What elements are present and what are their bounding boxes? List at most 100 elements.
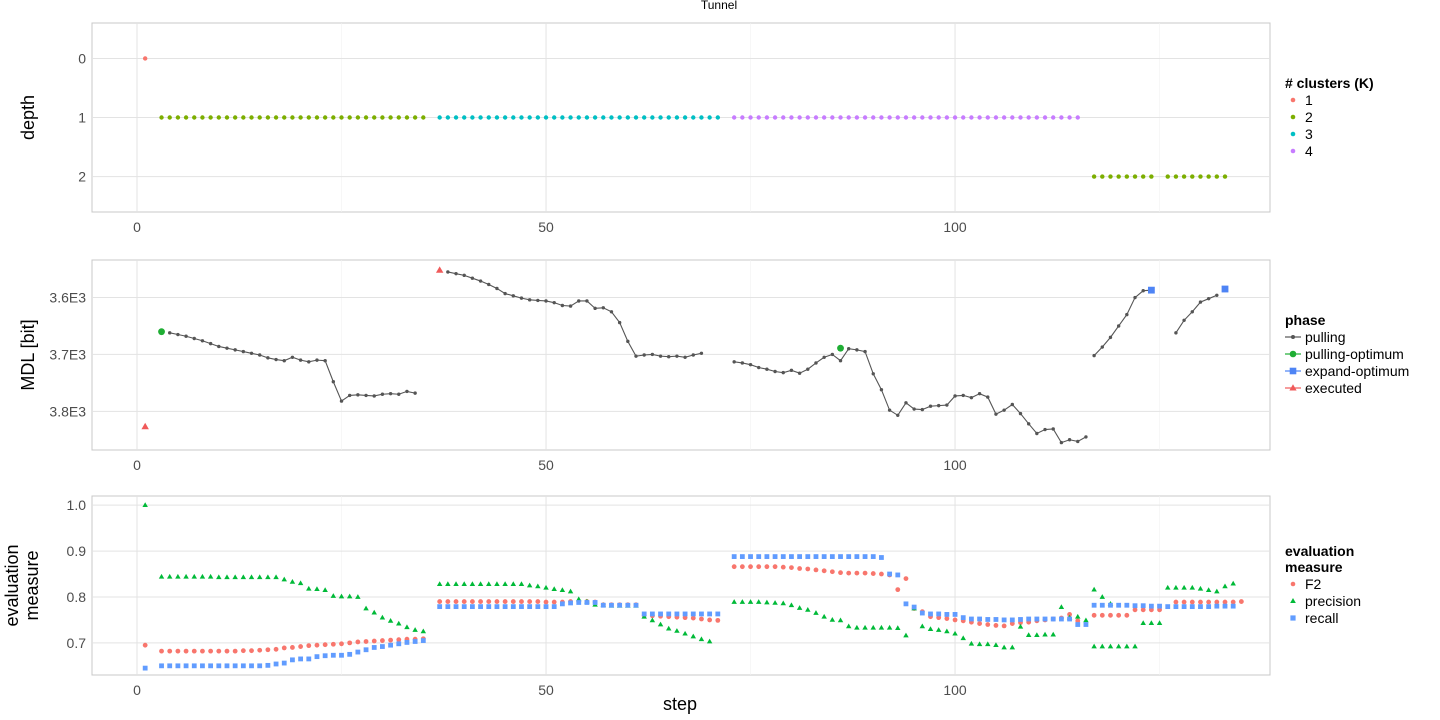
legend-label: 2: [1305, 109, 1313, 125]
f2-point: [183, 648, 189, 654]
depth-point: [1059, 115, 1064, 120]
recall-point: [1214, 603, 1220, 609]
f2-point: [249, 648, 254, 654]
depth-point: [208, 115, 213, 120]
recall-point: [265, 662, 271, 668]
f2-point: [461, 599, 467, 604]
f2-point: [551, 599, 557, 605]
f2-point: [805, 566, 811, 572]
legend-key: [1290, 598, 1296, 603]
depth-point: [388, 115, 393, 120]
precision-point: [657, 621, 664, 627]
f2-point: [813, 567, 819, 573]
f2-point: [854, 570, 860, 576]
precision-point: [878, 624, 885, 630]
depth-point: [1108, 174, 1113, 179]
recall-point: [461, 604, 467, 610]
recall-point: [649, 611, 655, 617]
depth-point: [658, 115, 663, 120]
recall-point: [797, 554, 803, 559]
legend-label: precision: [1305, 593, 1361, 609]
depth-point: [1075, 115, 1080, 120]
f2-point: [838, 570, 843, 576]
pulling-point: [1100, 345, 1104, 349]
recall-point: [175, 663, 181, 669]
pulling-point: [1018, 411, 1023, 416]
pulling-point: [683, 355, 687, 359]
precision-point: [453, 581, 459, 586]
precision-point: [191, 573, 197, 579]
precision-point: [404, 624, 410, 630]
pulling-point: [1215, 293, 1219, 297]
depth-point: [1181, 174, 1187, 179]
recall-point: [1108, 602, 1113, 608]
depth-point: [756, 115, 761, 120]
recall-point: [1116, 602, 1122, 608]
depth-point: [617, 115, 622, 120]
recall-point: [739, 554, 745, 559]
precision-point: [543, 584, 549, 590]
recall-point: [1181, 604, 1187, 610]
recall-point: [928, 611, 933, 617]
f2-point: [870, 571, 876, 576]
depth-point: [462, 115, 467, 120]
depth-point: [1141, 174, 1146, 179]
precision-point: [477, 581, 484, 586]
precision-point: [297, 580, 304, 586]
pulling-point: [617, 320, 622, 325]
pulling-point: [748, 362, 753, 367]
pulling-point: [266, 356, 270, 360]
pulling-point: [1092, 353, 1096, 358]
precision-point: [985, 641, 991, 647]
pulling-point: [732, 360, 736, 364]
f2-point: [789, 565, 794, 570]
recall-point: [380, 644, 385, 649]
precision-point: [1017, 623, 1024, 629]
depth-point: [666, 115, 671, 120]
recall-point: [1173, 604, 1179, 610]
precision-point: [1001, 644, 1007, 650]
recall-point: [183, 663, 189, 669]
x-tick-label: 0: [133, 219, 141, 235]
precision-point: [273, 574, 279, 580]
pulling-point: [446, 270, 450, 274]
f2-point: [952, 617, 958, 623]
recall-point: [731, 554, 737, 559]
legend-key: [1289, 350, 1297, 358]
f2-point: [396, 637, 402, 643]
recall-point: [527, 604, 533, 610]
depth-point: [821, 115, 827, 120]
recall-point: [371, 645, 377, 650]
pulling-point: [650, 352, 655, 357]
recall-point: [829, 554, 835, 559]
f2-point: [388, 637, 393, 643]
expand-optimum-marker: [1147, 286, 1155, 294]
depth-point: [625, 115, 631, 120]
recall-point: [494, 604, 500, 610]
recall-point: [1009, 617, 1015, 623]
pulling-point: [977, 391, 982, 396]
recall-point: [355, 649, 361, 655]
depth-point: [322, 115, 328, 120]
recall-point: [453, 604, 459, 610]
recall-point: [1018, 617, 1023, 622]
pulling-point: [1133, 295, 1137, 300]
pulling-optimum-marker: [158, 328, 165, 336]
precision-point: [1099, 643, 1106, 649]
precision-point: [1058, 604, 1065, 609]
depth-point: [339, 115, 344, 120]
recall-point: [200, 663, 205, 669]
f2-point: [1222, 599, 1228, 605]
pulling-point: [667, 355, 671, 359]
recall-point: [322, 653, 328, 659]
recall-point: [363, 647, 369, 653]
pulling-point: [797, 371, 802, 375]
pulling-point: [593, 306, 597, 311]
f2-point: [167, 648, 173, 654]
pulling-point: [855, 348, 859, 352]
pulling-optimum-marker: [837, 344, 844, 352]
precision-point: [674, 628, 680, 633]
f2-point: [543, 599, 549, 605]
